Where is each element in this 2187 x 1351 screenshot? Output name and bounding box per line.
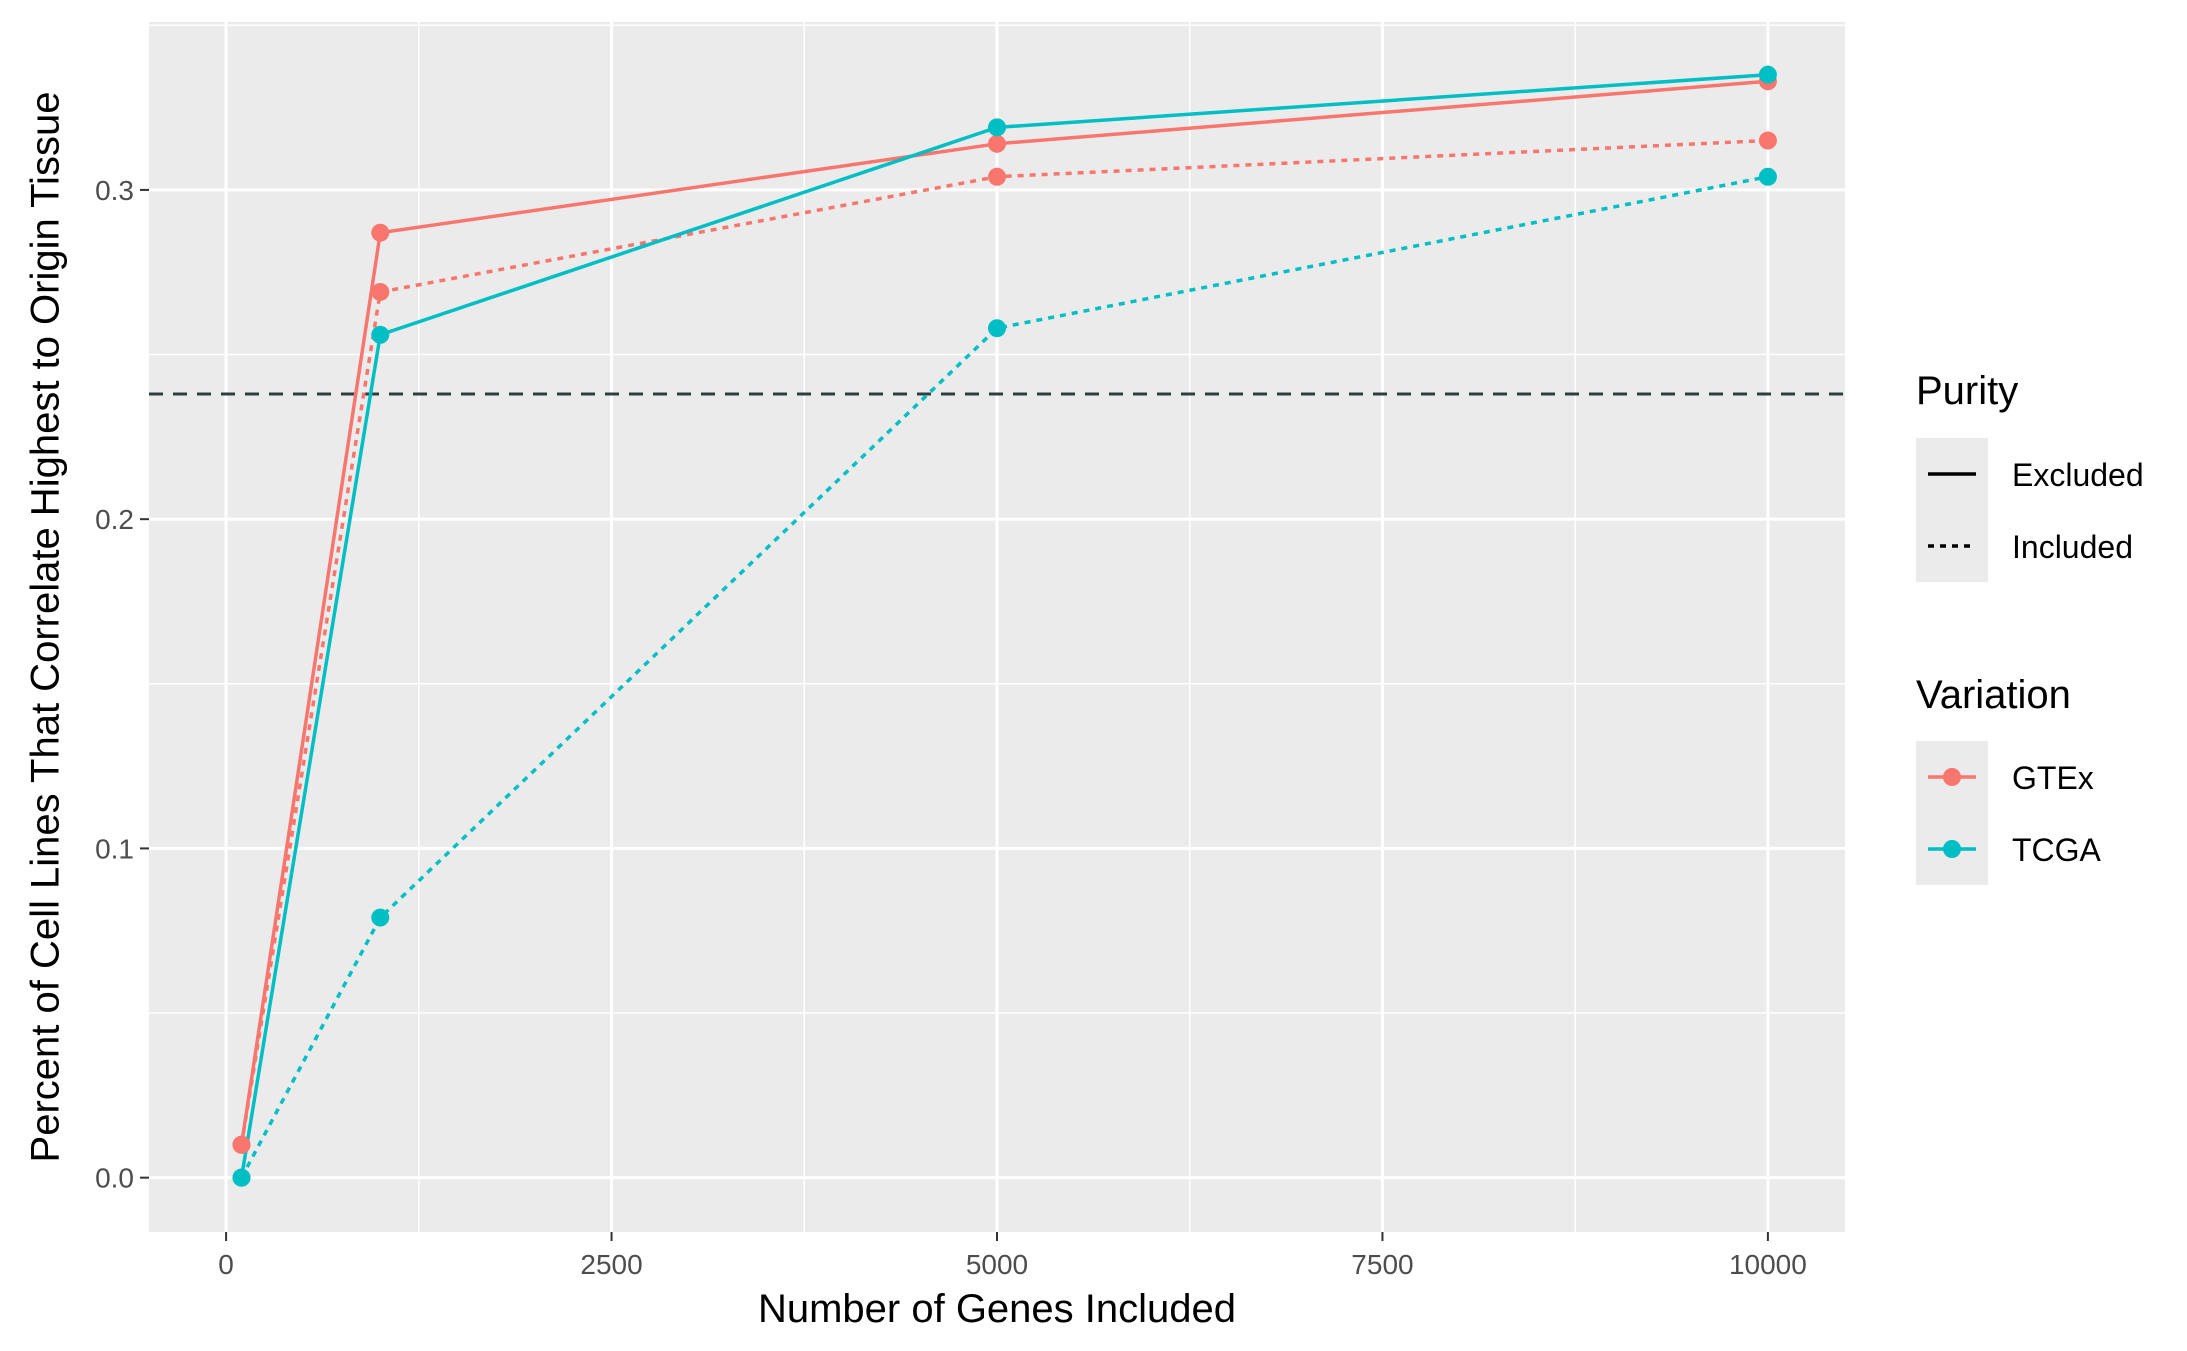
y-tick-label: 0.0 (95, 1163, 134, 1194)
legend-title-variation: Variation (1916, 673, 2071, 717)
x-axis-title: Number of Genes Included (758, 1287, 1236, 1331)
legend-label-tcga: TCGA (2012, 832, 2102, 868)
series-line-gtex-excluded (239, 79, 1769, 1145)
data-point-gtex-included (1758, 131, 1777, 150)
legend-label-included: Included (2012, 529, 2133, 565)
x-tick-label: 5000 (966, 1249, 1028, 1280)
series-line-tcga-excluded (239, 72, 1769, 1178)
legend-key-background (1916, 741, 1988, 885)
data-point-tcga-excluded (371, 325, 390, 344)
legend: Purity Excluded Included Variation GTEx TCGA (1916, 369, 2144, 885)
legend-key-background (1916, 438, 1988, 582)
x-tick-label: 7500 (1351, 1249, 1413, 1280)
legend-label-excluded: Excluded (2012, 457, 2144, 493)
data-point-tcga-excluded (1758, 65, 1777, 84)
data-point-tcga-included (988, 319, 1006, 338)
data-point-tcga-included (232, 1168, 251, 1187)
y-tick-label: 0.1 (95, 833, 134, 864)
x-axis-ticks: 0 2500 5000 7500 10000 (218, 1232, 1807, 1280)
gridlines (149, 22, 1845, 1232)
y-tick-label: 0.3 (95, 175, 134, 206)
data-point-gtex-excluded (988, 134, 1006, 153)
legend-title-purity: Purity (1916, 369, 2018, 413)
series-layer (232, 65, 1777, 1187)
legend-key-point-tcga (1943, 840, 1961, 858)
y-axis-title: Percent of Cell Lines That Correlate Hig… (24, 92, 68, 1163)
data-point-gtex-included (232, 1135, 251, 1154)
x-tick-label: 10000 (1729, 1249, 1807, 1280)
data-point-tcga-included (1758, 167, 1777, 186)
data-point-gtex-included (371, 282, 390, 301)
y-axis-ticks: 0.0 0.1 0.2 0.3 (95, 175, 149, 1194)
data-point-gtex-included (988, 167, 1006, 186)
data-point-tcga-excluded (988, 118, 1006, 137)
data-point-tcga-included (371, 908, 390, 927)
legend-key-point-gtex (1943, 768, 1961, 786)
data-point-gtex-excluded (371, 223, 390, 242)
y-tick-label: 0.2 (95, 504, 134, 535)
x-tick-label: 0 (218, 1249, 234, 1280)
series-line-tcga-included (239, 174, 1769, 1179)
legend-label-gtex: GTEx (2012, 760, 2094, 796)
series-line-gtex-included (239, 138, 1768, 1145)
x-tick-label: 2500 (580, 1249, 642, 1280)
